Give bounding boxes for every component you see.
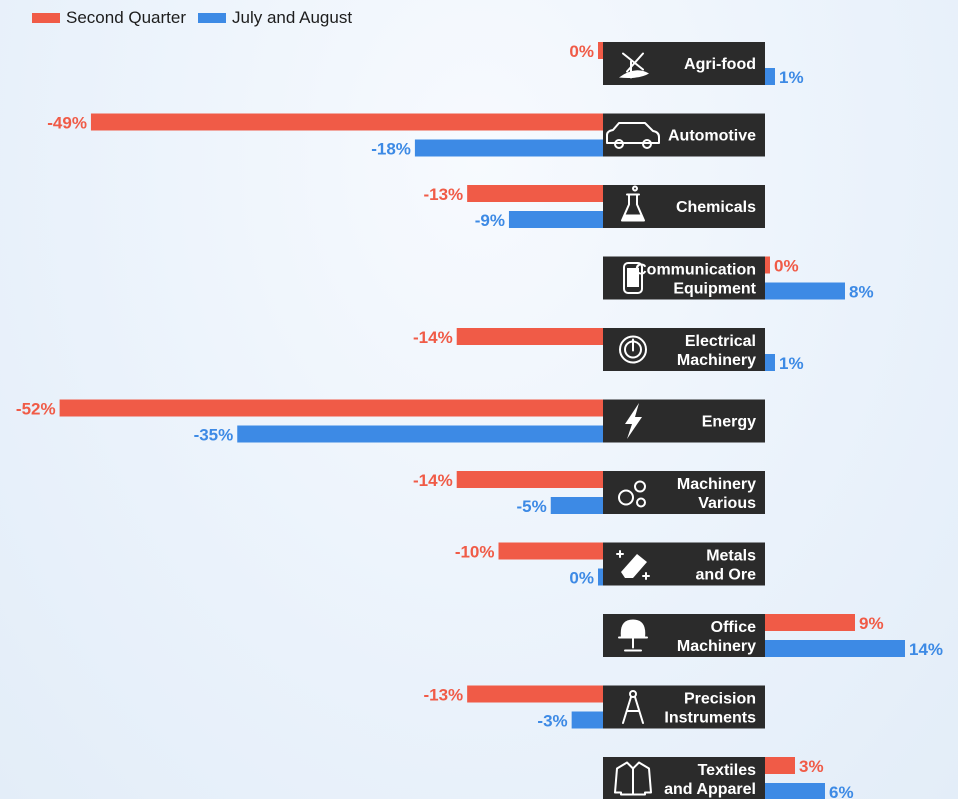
flask-icon	[621, 185, 645, 222]
bar-second-quarter-communication-equipment	[765, 256, 770, 274]
legend: Second Quarter July and August	[32, 8, 364, 28]
legend-label-second-quarter: Second Quarter	[66, 8, 187, 27]
compass-icon	[622, 690, 644, 724]
category-box-textiles-and-apparel	[603, 757, 765, 799]
bar-july-august-textiles-and-apparel	[765, 783, 825, 799]
value-label-july-august-metals-and-ore: 0%	[569, 569, 594, 588]
bar-july-august-precision-instruments	[571, 711, 603, 729]
value-label-july-august-electrical-machinery: 1%	[779, 354, 804, 373]
category-group-energy: -52% -35% Energy	[16, 399, 765, 445]
value-label-july-august-textiles-and-apparel: 6%	[829, 783, 854, 799]
bar-second-quarter-agri-food	[598, 42, 603, 59]
bar-second-quarter-office-machinery	[765, 614, 855, 631]
value-label-july-august-energy: -35%	[194, 426, 234, 445]
category-label-precision-instruments: Precision Instruments	[664, 691, 756, 727]
category-label-textiles-and-apparel: Textiles and Apparel	[664, 762, 756, 798]
category-label-agri-food: Agri-food	[684, 56, 756, 73]
category-group-office-machinery: 9% 14% Office Machinery	[603, 614, 943, 659]
value-label-second-quarter-chemicals: -13%	[423, 185, 463, 204]
category-group-chemicals: -13% -9% Chemicals	[423, 185, 765, 230]
gears-icon	[618, 480, 646, 508]
value-label-july-august-machinery-various: -5%	[517, 497, 547, 516]
windmill-icon	[619, 52, 649, 79]
power-gear-icon	[619, 335, 647, 364]
phone-icon	[623, 262, 643, 294]
value-label-second-quarter-office-machinery: 9%	[859, 614, 884, 633]
value-label-second-quarter-energy: -52%	[16, 400, 56, 419]
car-icon	[606, 122, 660, 149]
category-label-electrical-machinery: Electrical Machinery	[677, 333, 756, 369]
category-label-office-machinery: Office Machinery	[677, 619, 756, 655]
bar-july-august-metals-and-ore	[598, 568, 603, 586]
value-label-july-august-agri-food: 1%	[779, 68, 804, 87]
bar-second-quarter-precision-instruments	[467, 685, 603, 703]
category-group-communication-equipment: 0% 8% Communication Equipment	[603, 256, 874, 302]
bar-july-august-automotive	[414, 139, 603, 157]
jacket-icon	[614, 761, 652, 796]
value-label-second-quarter-agri-food: 0%	[569, 42, 594, 61]
category-group-textiles-and-apparel: 3% 6% Textiles and Apparel	[603, 757, 854, 799]
legend-swatch-july-august	[198, 13, 227, 23]
category-label-energy: Energy	[702, 414, 756, 431]
bar-july-august-office-machinery	[765, 640, 905, 657]
bar-july-august-chemicals	[508, 211, 603, 228]
legend-swatch-second-quarter	[32, 13, 60, 23]
value-label-second-quarter-metals-and-ore: -10%	[455, 543, 495, 562]
value-label-july-august-communication-equipment: 8%	[849, 283, 874, 302]
value-label-second-quarter-automotive: -49%	[47, 114, 87, 133]
value-label-second-quarter-precision-instruments: -13%	[423, 686, 463, 705]
legend-label-july-august: July and August	[232, 8, 353, 27]
value-label-second-quarter-machinery-various: -14%	[413, 471, 453, 490]
value-label-second-quarter-communication-equipment: 0%	[774, 257, 799, 276]
value-label-july-august-chemicals: -9%	[475, 211, 505, 230]
value-label-july-august-precision-instruments: -3%	[537, 712, 567, 731]
legend-item-second-quarter: Second Quarter	[32, 8, 186, 28]
bar-july-august-machinery-various	[550, 497, 603, 514]
category-label-automotive: Automotive	[668, 128, 756, 145]
bar-second-quarter-electrical-machinery	[456, 328, 603, 345]
category-group-machinery-various: -14% -5% Machinery Various	[413, 471, 765, 516]
category-label-machinery-various: Machinery Various	[677, 476, 756, 512]
bar-july-august-communication-equipment	[765, 282, 845, 300]
category-box-electrical-machinery	[603, 328, 765, 371]
bar-second-quarter-energy	[59, 399, 604, 417]
value-label-july-august-office-machinery: 14%	[909, 640, 943, 659]
category-group-automotive: -49% -18% Automotive	[47, 113, 765, 159]
category-label-chemicals: Chemicals	[676, 199, 756, 216]
category-label-metals-and-ore: Metals and Ore	[696, 548, 757, 584]
value-label-second-quarter-textiles-and-apparel: 3%	[799, 757, 824, 776]
category-group-metals-and-ore: -10% 0% Metals and Ore	[455, 542, 765, 588]
chair-icon	[618, 619, 648, 652]
eraser-icon	[616, 550, 650, 580]
value-label-july-august-automotive: -18%	[371, 140, 411, 159]
bar-second-quarter-automotive	[90, 113, 603, 131]
bar-second-quarter-chemicals	[467, 185, 603, 202]
category-box-automotive	[603, 113, 765, 157]
bar-july-august-energy	[237, 425, 603, 443]
category-group-electrical-machinery: -14% 1% Electrical Machinery	[413, 328, 804, 373]
lightning-icon	[625, 403, 642, 439]
category-label-communication-equipment: Communication Equipment	[635, 262, 757, 298]
bar-july-august-electrical-machinery	[765, 354, 775, 371]
legend-item-july-august: July and August	[198, 8, 352, 28]
category-group-agri-food: 0% 1% Agri-food	[569, 42, 804, 87]
value-label-second-quarter-electrical-machinery: -14%	[413, 328, 453, 347]
bar-second-quarter-machinery-various	[456, 471, 603, 488]
bar-second-quarter-metals-and-ore	[498, 542, 603, 560]
bar-july-august-agri-food	[765, 68, 775, 85]
bar-second-quarter-textiles-and-apparel	[765, 757, 795, 774]
category-group-precision-instruments: -13% -3% Precision Instruments	[423, 685, 765, 731]
